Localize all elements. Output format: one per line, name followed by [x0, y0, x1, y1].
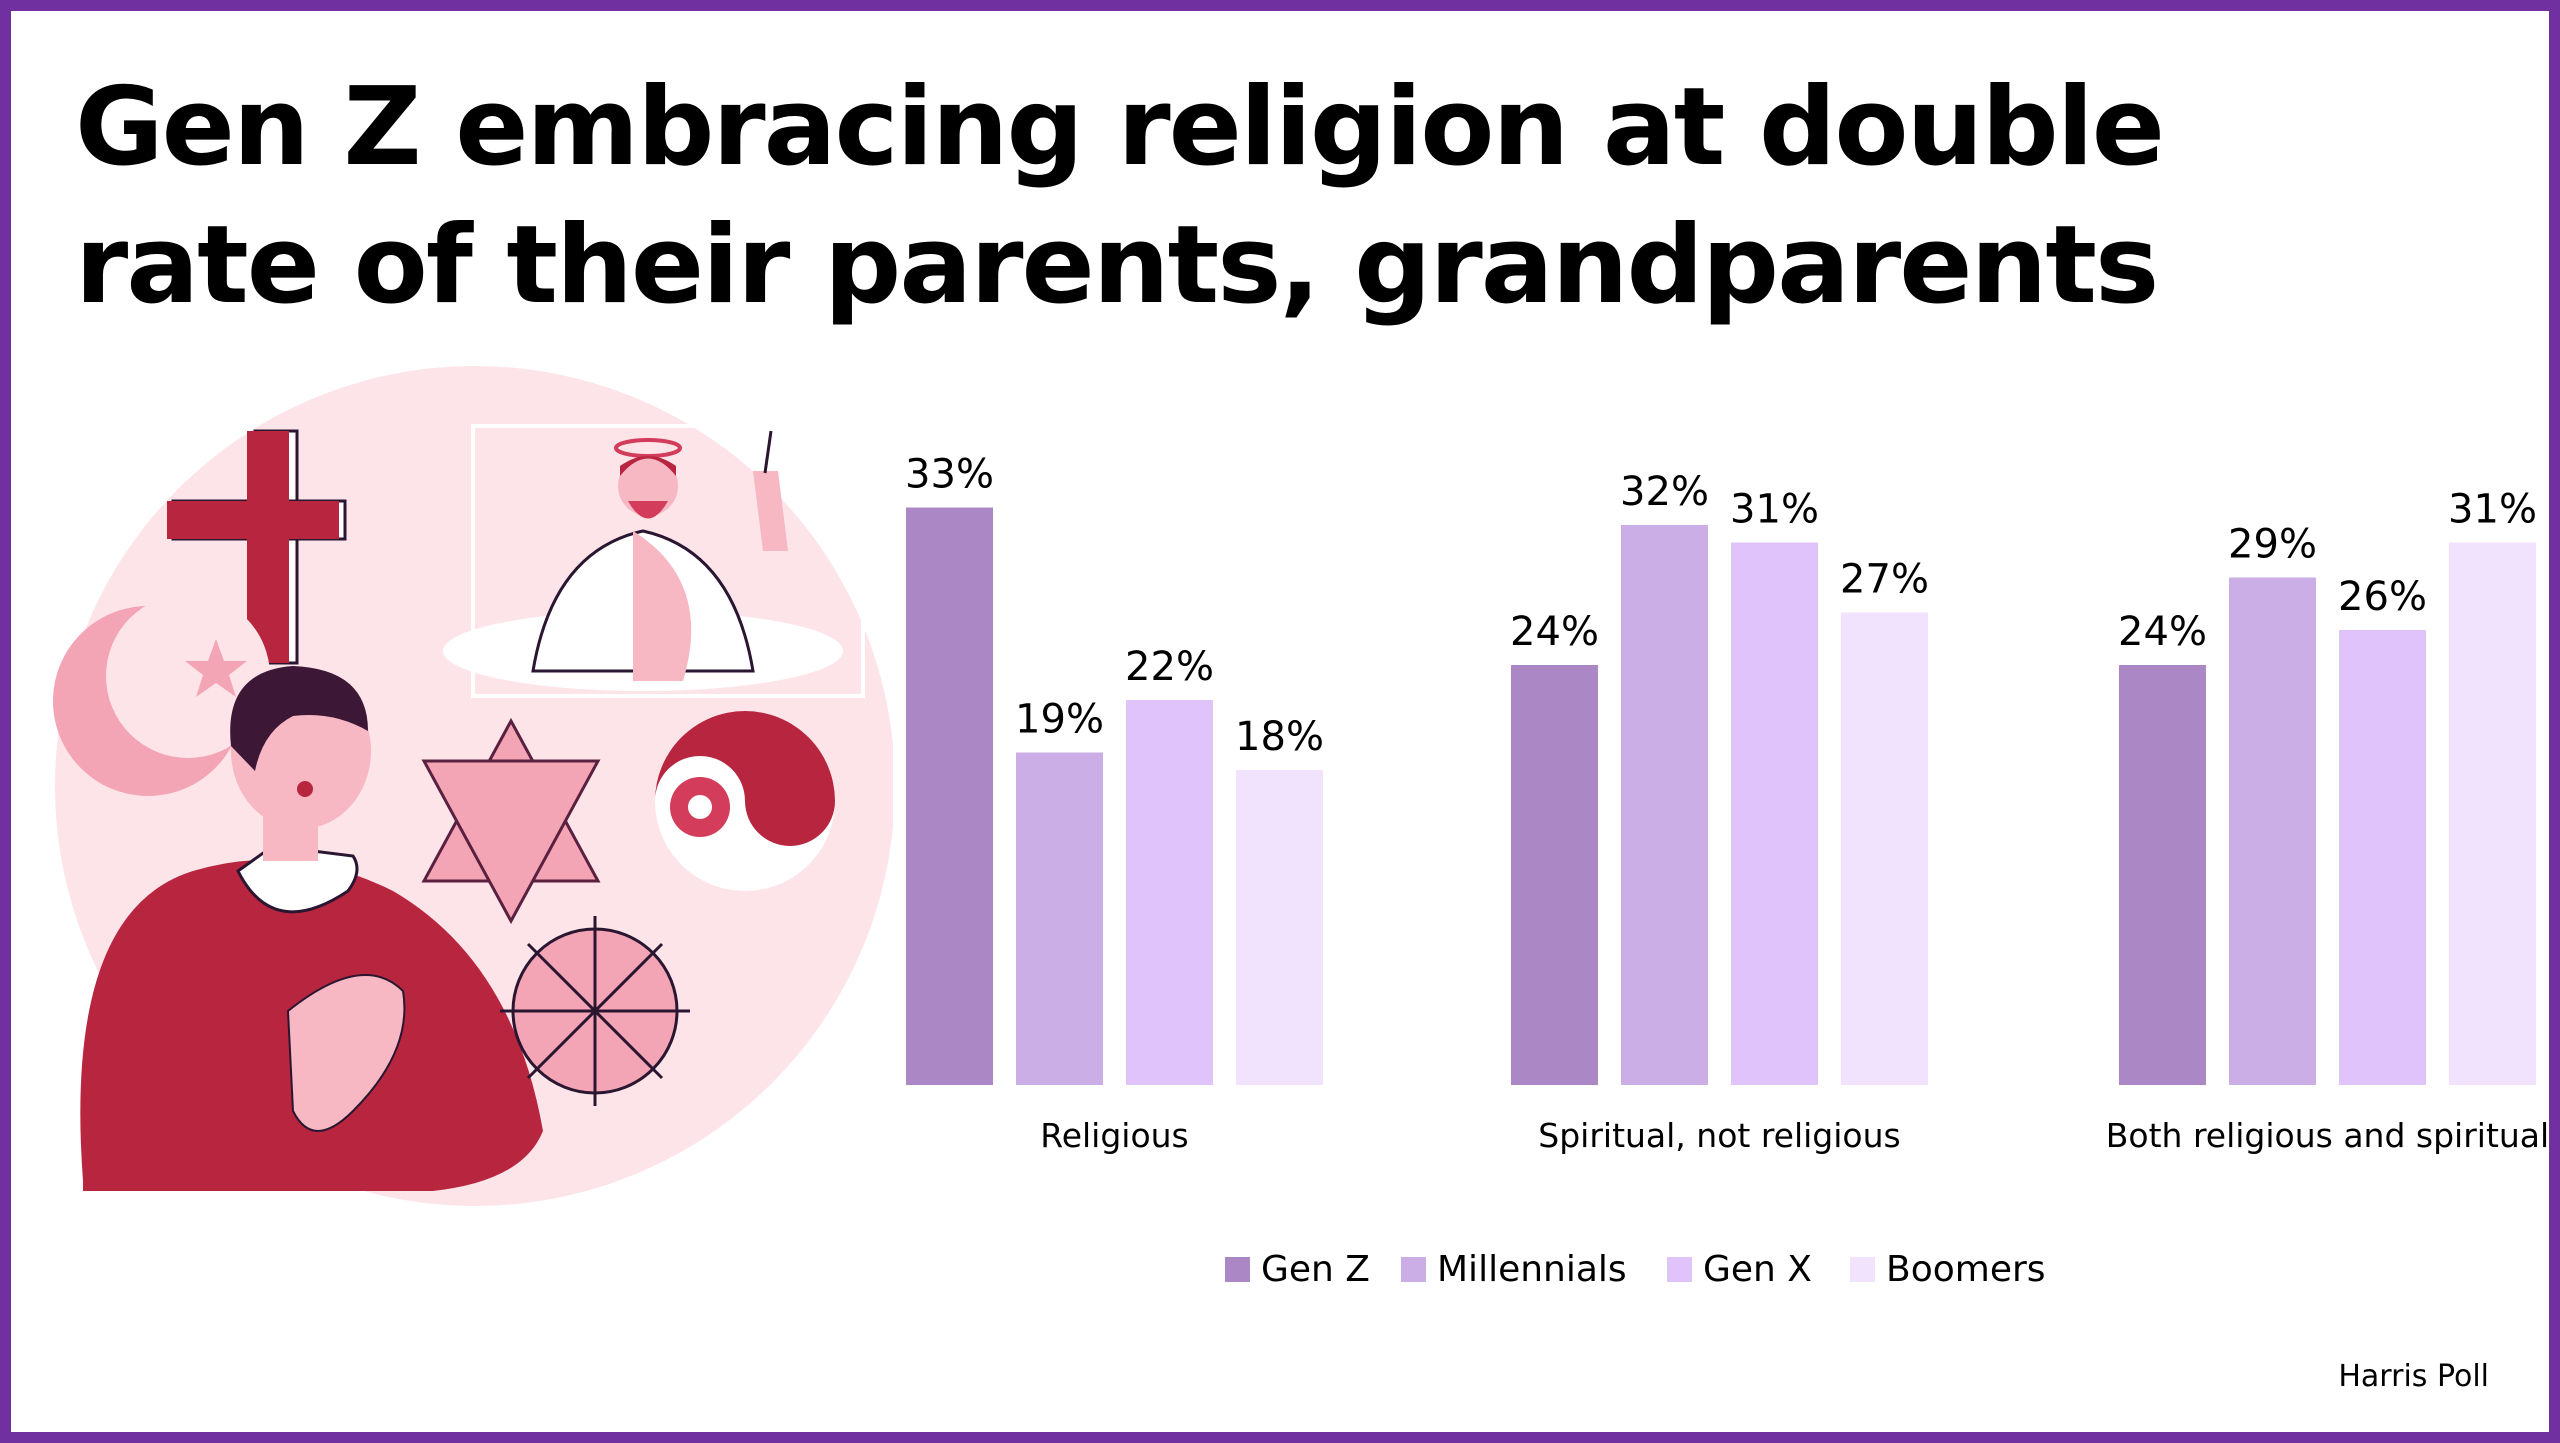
legend-item-millennials: Millennials	[1401, 1249, 1627, 1290]
bars-layer	[906, 507, 2536, 1085]
page-title: Gen Z embracing religion at double rate …	[75, 65, 2165, 328]
legend-label: Gen Z	[1261, 1249, 1370, 1290]
data-label: 27%	[1840, 557, 1929, 603]
data-label: 31%	[1730, 487, 1819, 533]
religion-illustration	[53, 366, 893, 1206]
praying-person-icon	[80, 666, 544, 1191]
bar-chart: 33% 19% 22% 18% Religious 24% 32% 31% 27% Spiritu…	[905, 452, 2549, 1291]
bar-gen-z-1	[906, 507, 993, 1085]
data-label: 33%	[905, 452, 994, 498]
legend-swatch	[1401, 1257, 1426, 1282]
legend-label: Gen X	[1703, 1249, 1812, 1290]
legend-item-gen-x: Gen X	[1667, 1249, 1812, 1290]
dharma-wheel-icon	[500, 916, 690, 1106]
legend-item-boomers: Boomers	[1850, 1249, 2046, 1290]
data-label: 29%	[2228, 522, 2317, 568]
bar-gen-z-3	[2119, 665, 2206, 1085]
bar-gen-z-2	[1511, 665, 1598, 1085]
bar-millennials-3	[2229, 577, 2316, 1085]
legend-swatch	[1667, 1257, 1692, 1282]
bar-gen-x-1	[1126, 700, 1213, 1085]
halo-figure-icon	[443, 424, 865, 698]
cross-icon	[167, 429, 347, 665]
data-label: 18%	[1235, 714, 1324, 760]
legend-swatch	[1225, 1257, 1250, 1282]
bar-boomers-1	[1236, 770, 1323, 1085]
data-label: 22%	[1125, 644, 1214, 690]
legend-label: Millennials	[1437, 1249, 1627, 1290]
crescent-star-icon	[53, 594, 270, 796]
legend: Gen Z Millennials Gen X Boomers	[1225, 1249, 2046, 1290]
bar-gen-x-2	[1731, 542, 1818, 1085]
yin-yang-icon	[655, 711, 835, 891]
data-label: 19%	[1015, 697, 1104, 743]
bar-gen-x-3	[2339, 630, 2426, 1085]
data-label: 32%	[1620, 469, 1709, 515]
data-label: 31%	[2448, 487, 2537, 533]
bar-millennials-1	[1016, 752, 1103, 1085]
legend-label: Boomers	[1886, 1249, 2046, 1290]
source-note: Harris Poll	[2338, 1359, 2489, 1394]
category-label: Religious	[1040, 1116, 1189, 1155]
labels-layer: 33% 19% 22% 18% Religious 24% 32% 31% 27% Spiritu…	[905, 452, 2549, 1156]
bar-boomers-2	[1841, 612, 1928, 1085]
data-label: 26%	[2338, 574, 2427, 620]
star-of-david-icon	[421, 717, 601, 925]
legend-item-gen-z: Gen Z	[1225, 1249, 1370, 1290]
category-label: Both religious and spiritual	[2106, 1116, 2549, 1155]
bar-boomers-3	[2449, 542, 2536, 1085]
data-label: 24%	[1510, 609, 1599, 655]
category-label: Spiritual, not religious	[1538, 1116, 1900, 1155]
bar-millennials-2	[1621, 525, 1708, 1085]
legend-swatch	[1850, 1257, 1875, 1282]
data-label: 24%	[2118, 609, 2207, 655]
